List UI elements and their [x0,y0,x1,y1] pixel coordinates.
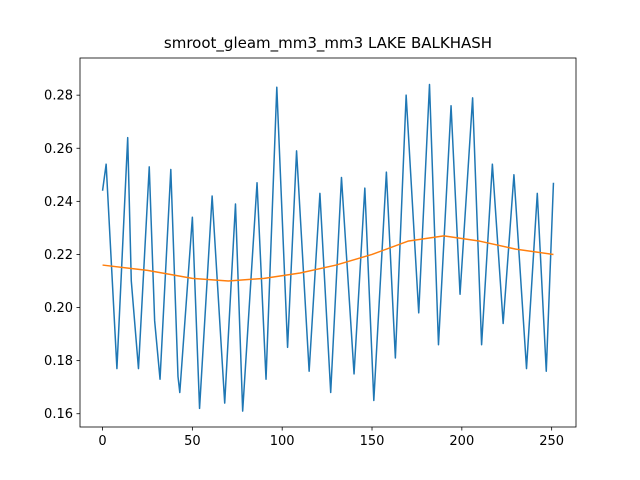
y-tick-label: 0.22 [44,248,73,263]
x-tick-label: 150 [360,434,385,449]
y-tick-label: 0.18 [44,354,73,369]
y-tick-label: 0.24 [44,195,73,210]
x-tick-label: 100 [270,434,295,449]
chart-title: smroot_gleam_mm3_mm3 LAKE BALKHASH [164,34,492,53]
x-tick-label: 50 [184,434,201,449]
series-line [101,83,555,412]
x-tick-label: 0 [98,434,106,449]
y-tick-label: 0.20 [44,301,73,316]
x-tick-label: 250 [539,434,564,449]
y-tick-label: 0.28 [44,89,73,104]
y-tick-label: 0.26 [44,142,73,157]
plot-frame [79,57,577,428]
y-tick-label: 0.16 [44,407,73,422]
x-tick-label: 200 [449,434,474,449]
series-line [102,235,554,282]
